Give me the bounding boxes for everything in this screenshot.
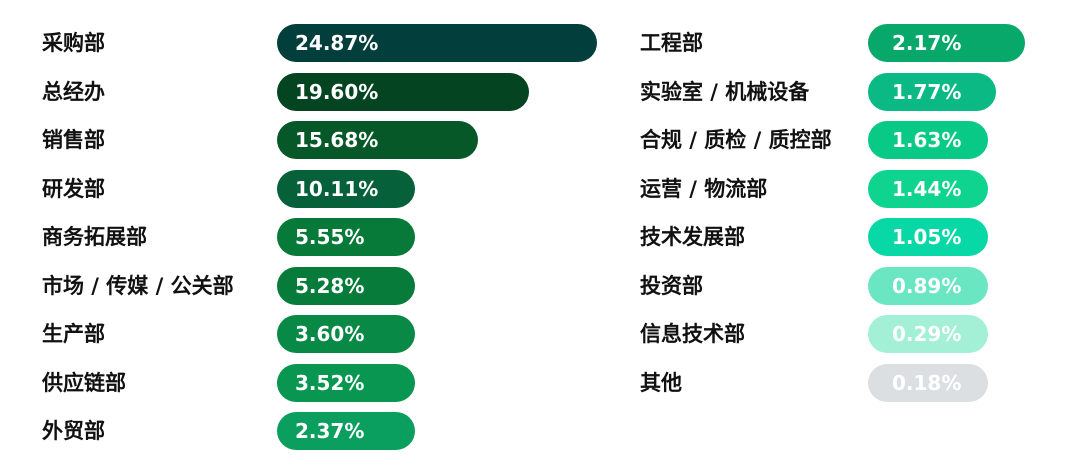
bar (868, 363, 988, 402)
bar (277, 363, 415, 402)
bar (277, 169, 415, 208)
bar-value-label: 0.18% (892, 370, 962, 395)
category-label: 生产部 (42, 322, 105, 346)
bar (868, 72, 997, 111)
bar-value-label: 1.63% (892, 128, 962, 152)
category-label: 外贸部 (42, 419, 105, 443)
bar (277, 412, 415, 450)
bar (868, 218, 988, 256)
bar-value-label: 10.11% (295, 176, 379, 201)
category-label: 合规 / 质检 / 质控部 (640, 128, 832, 152)
bar-value-label: 1.77% (892, 79, 962, 104)
bar (868, 315, 988, 353)
category-label: 技术发展部 (640, 225, 745, 249)
bar-value-label: 24.87% (295, 31, 379, 55)
bar-value-label: 1.44% (892, 176, 962, 201)
bar (868, 121, 988, 159)
category-label: 实验室 / 机械设备 (640, 79, 810, 104)
category-label: 工程部 (640, 31, 703, 55)
bar-value-label: 15.68% (295, 128, 379, 152)
bar (868, 266, 988, 305)
bar (277, 24, 597, 62)
category-label: 总经办 (42, 79, 105, 104)
bar (277, 218, 415, 256)
bar-value-label: 2.37% (295, 419, 365, 443)
bar-value-label: 3.52% (295, 370, 365, 395)
bar-value-label: 0.89% (892, 273, 962, 298)
bar (277, 121, 479, 159)
category-label: 运营 / 物流部 (640, 176, 768, 201)
bar (868, 24, 1026, 62)
category-label: 其他 (640, 370, 682, 395)
bar (277, 266, 415, 305)
category-label: 市场 / 传媒 / 公关部 (42, 273, 234, 298)
bar (868, 169, 988, 208)
category-label: 销售部 (42, 128, 105, 152)
bar-value-label: 2.17% (892, 31, 962, 55)
category-label: 研发部 (42, 176, 105, 201)
category-label: 供应链部 (42, 370, 126, 395)
bar-value-label: 0.29% (892, 322, 962, 346)
category-label: 商务拓展部 (42, 225, 147, 249)
bar (277, 315, 415, 353)
category-label: 信息技术部 (640, 322, 745, 346)
bar-value-label: 5.55% (295, 225, 365, 249)
bar-value-label: 19.60% (295, 79, 379, 104)
category-label: 投资部 (640, 273, 703, 298)
category-label: 采购部 (42, 31, 105, 55)
bar-value-label: 1.05% (892, 225, 962, 249)
bar (277, 72, 529, 111)
bar-value-label: 3.60% (295, 322, 365, 346)
bar-value-label: 5.28% (295, 273, 365, 298)
